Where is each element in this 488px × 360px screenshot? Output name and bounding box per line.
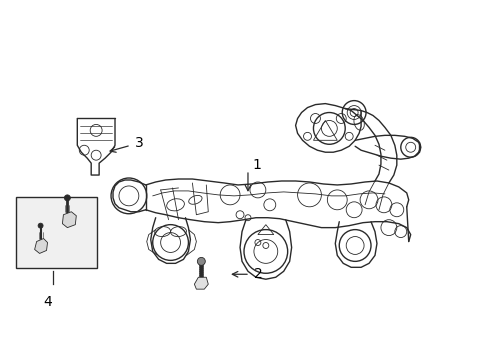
Polygon shape: [194, 277, 208, 289]
Text: 3: 3: [135, 136, 143, 150]
Circle shape: [38, 223, 43, 228]
Polygon shape: [62, 212, 76, 228]
Circle shape: [64, 195, 70, 201]
Text: 4: 4: [43, 295, 52, 309]
Polygon shape: [35, 239, 47, 253]
Text: 2: 2: [253, 267, 262, 281]
Circle shape: [197, 257, 205, 265]
Text: 1: 1: [251, 158, 260, 172]
Bar: [16, 197, 97, 268]
